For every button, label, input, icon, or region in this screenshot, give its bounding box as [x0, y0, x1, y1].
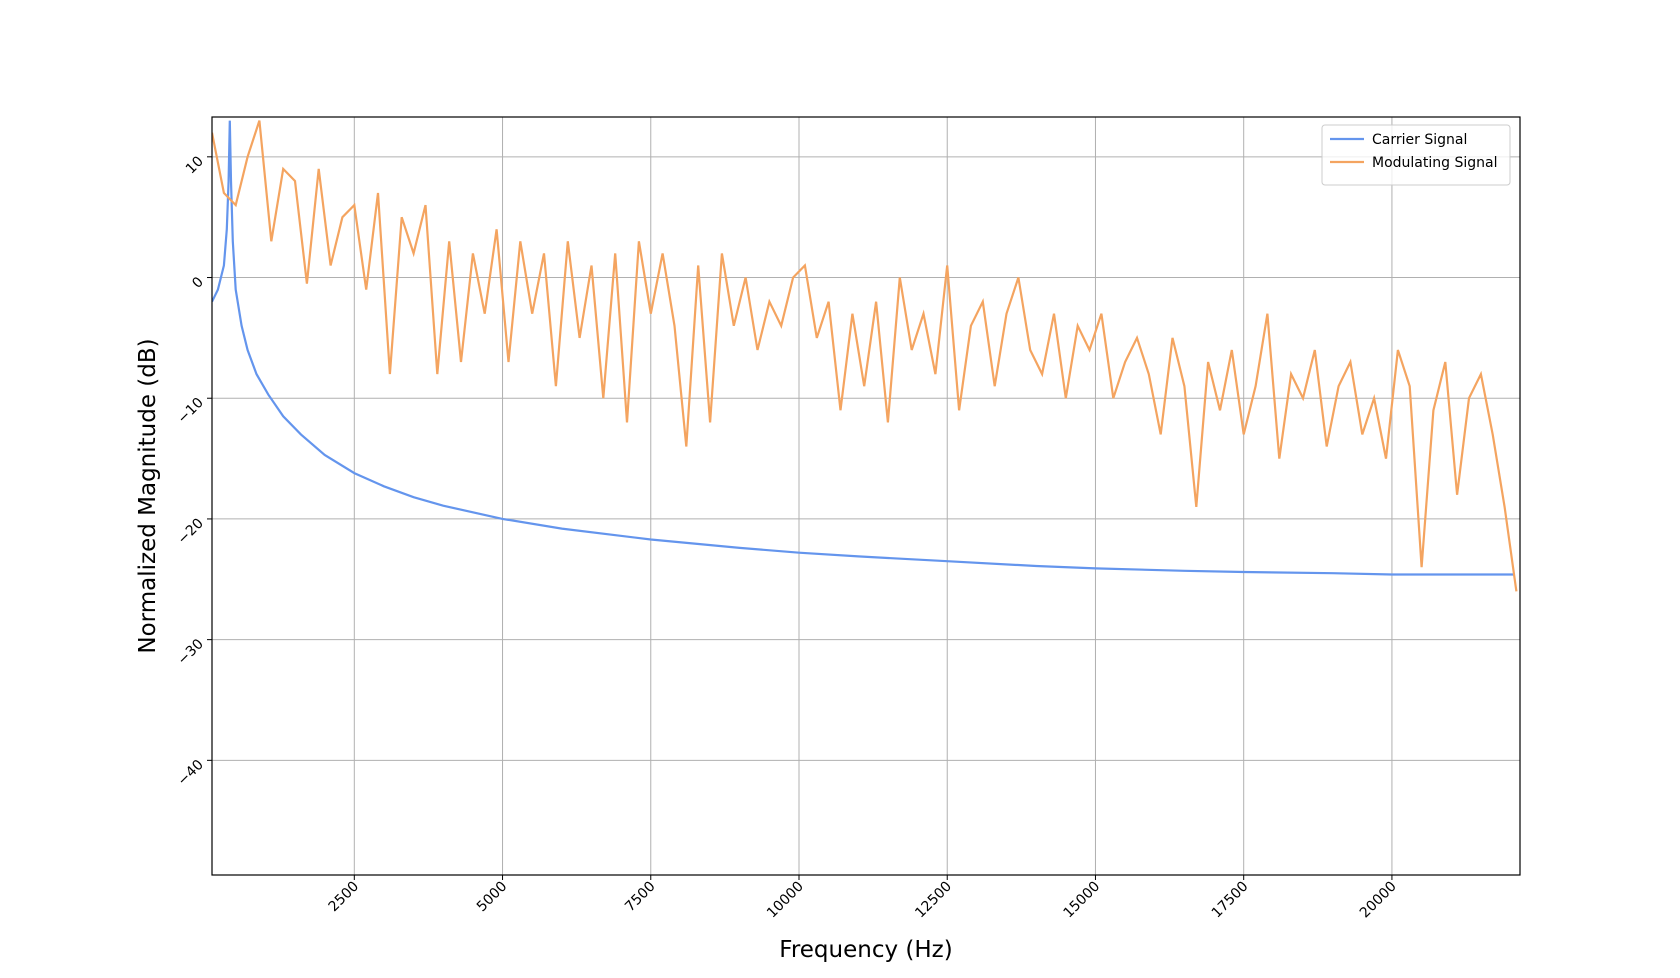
series-line: [212, 120, 1518, 592]
legend-label: Modulating Signal: [1372, 155, 1497, 171]
legend-box: [1321, 124, 1511, 186]
plot-frame: [211, 116, 1521, 876]
legend-label: Carrier Signal: [1372, 132, 1467, 148]
y-axis-title: Normalized Magnitude (dB): [135, 338, 161, 653]
x-axis-title: Frequency (Hz): [779, 937, 952, 963]
series-line: [212, 120, 1514, 576]
